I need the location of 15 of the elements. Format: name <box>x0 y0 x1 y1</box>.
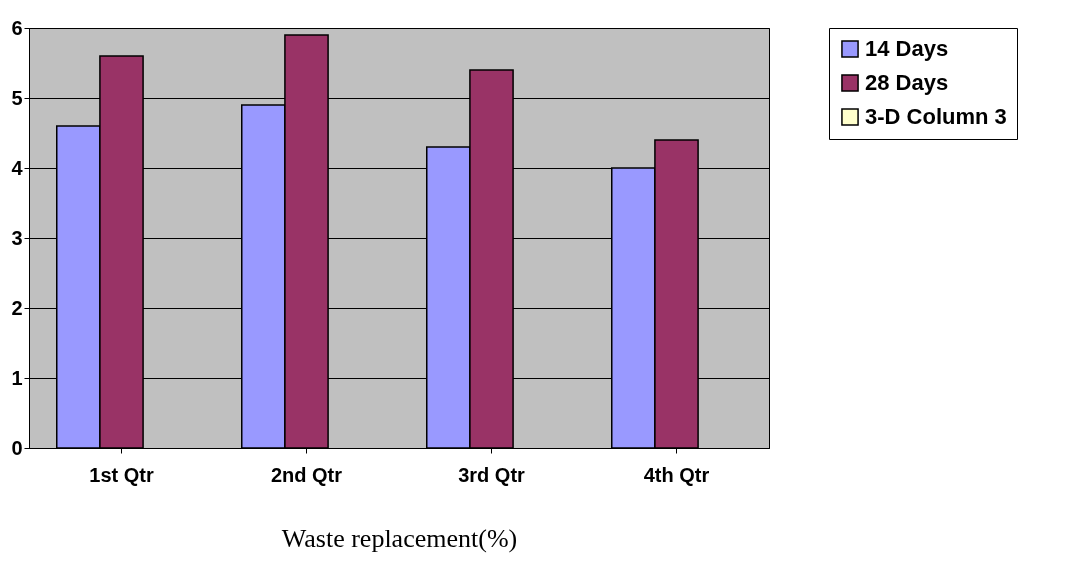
y-tick-label: 4 <box>11 156 24 179</box>
legend-label: 28 Days <box>865 70 949 95</box>
legend-label: 14 Days <box>865 36 949 61</box>
x-tick-label: 1st Qtr <box>89 463 154 486</box>
y-tick-label: 5 <box>11 86 23 109</box>
y-tick-label: 6 <box>11 16 23 39</box>
y-tick-label: 3 <box>11 226 23 249</box>
y-tick-label: 0 <box>11 436 23 459</box>
legend-label: 3-D Column 3 <box>865 104 1007 129</box>
x-tick-label: 4th Qtr <box>643 463 710 486</box>
x-tick-label: 2nd Qtr <box>270 463 343 486</box>
x-axis-title: Waste replacement(%) <box>281 523 518 553</box>
x-tick-label: 3rd Qtr <box>458 463 526 486</box>
y-tick-label: 2 <box>11 296 23 319</box>
y-tick-label: 1 <box>11 366 23 389</box>
